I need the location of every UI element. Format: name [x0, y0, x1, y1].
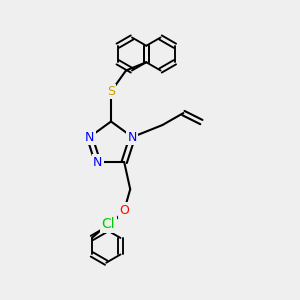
Text: N: N [128, 130, 137, 143]
Text: S: S [107, 85, 115, 98]
Text: N: N [93, 156, 103, 169]
Text: O: O [119, 204, 129, 217]
Text: N: N [85, 130, 94, 143]
Text: Cl: Cl [102, 218, 115, 232]
